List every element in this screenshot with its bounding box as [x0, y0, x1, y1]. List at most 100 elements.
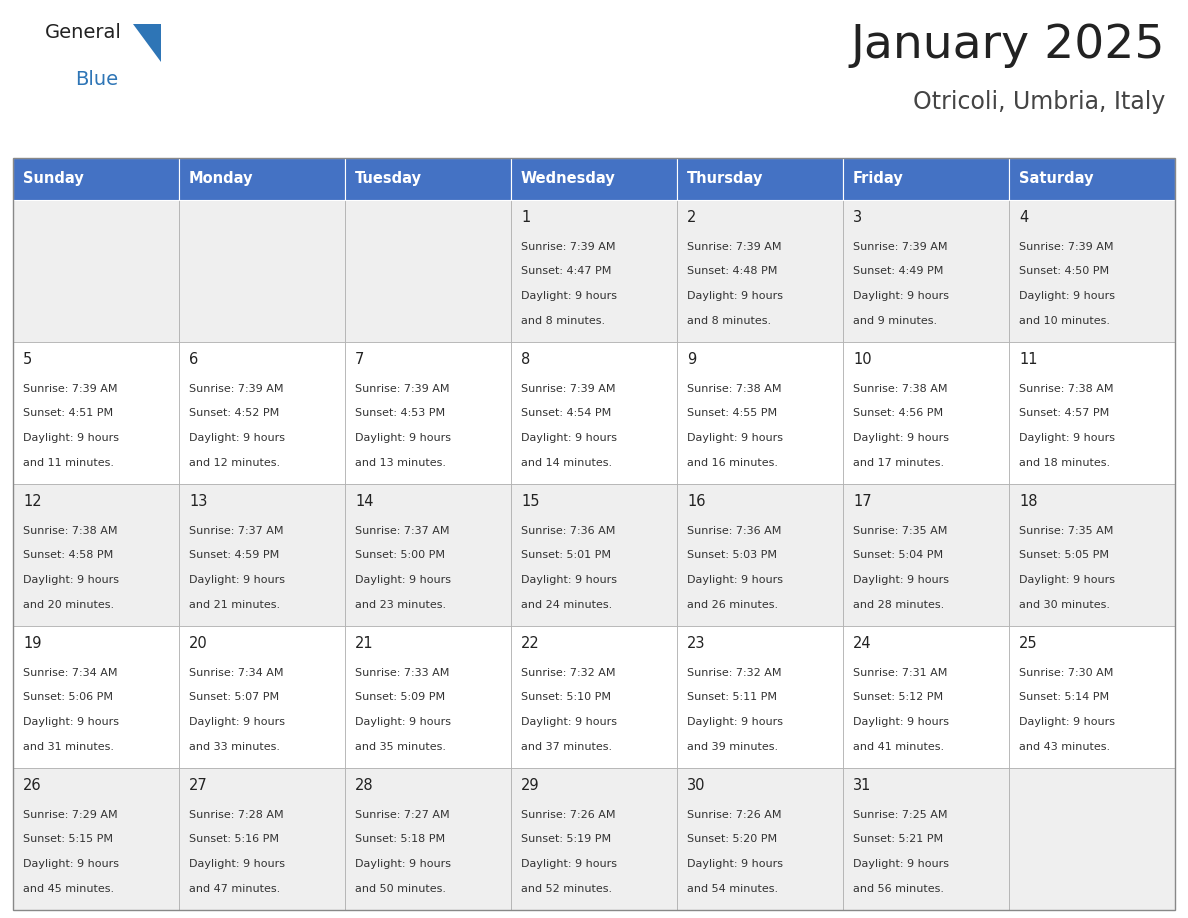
Bar: [1009, 484, 1175, 626]
Text: 24: 24: [853, 636, 872, 651]
Text: Sunset: 4:55 PM: Sunset: 4:55 PM: [687, 409, 777, 419]
Bar: [345, 626, 511, 768]
Text: 9: 9: [687, 352, 696, 367]
Text: Sunrise: 7:39 AM: Sunrise: 7:39 AM: [522, 242, 615, 252]
Text: Tuesday: Tuesday: [355, 172, 422, 186]
Text: Sunrise: 7:37 AM: Sunrise: 7:37 AM: [189, 526, 284, 536]
Text: 12: 12: [23, 494, 42, 509]
Text: 31: 31: [853, 778, 871, 793]
Text: Daylight: 9 hours: Daylight: 9 hours: [1019, 433, 1116, 443]
Text: Daylight: 9 hours: Daylight: 9 hours: [687, 575, 783, 585]
Bar: [511, 200, 677, 342]
Text: and 21 minutes.: and 21 minutes.: [189, 599, 280, 610]
Text: 11: 11: [1019, 352, 1037, 367]
Text: Sunset: 5:10 PM: Sunset: 5:10 PM: [522, 692, 611, 702]
Polygon shape: [133, 24, 162, 62]
Bar: [677, 342, 843, 484]
Bar: [345, 158, 511, 200]
Text: and 13 minutes.: and 13 minutes.: [355, 457, 446, 467]
Text: and 14 minutes.: and 14 minutes.: [522, 457, 612, 467]
Text: Sunrise: 7:39 AM: Sunrise: 7:39 AM: [522, 384, 615, 394]
Text: January 2025: January 2025: [851, 23, 1165, 68]
Text: Sunset: 5:20 PM: Sunset: 5:20 PM: [687, 834, 777, 845]
Text: Sunset: 5:07 PM: Sunset: 5:07 PM: [189, 692, 279, 702]
Text: Daylight: 9 hours: Daylight: 9 hours: [853, 433, 949, 443]
Text: Sunset: 4:48 PM: Sunset: 4:48 PM: [687, 266, 777, 276]
Text: Daylight: 9 hours: Daylight: 9 hours: [355, 717, 451, 727]
Text: Sunset: 4:49 PM: Sunset: 4:49 PM: [853, 266, 943, 276]
Text: Sunrise: 7:39 AM: Sunrise: 7:39 AM: [23, 384, 118, 394]
Text: 4: 4: [1019, 210, 1029, 225]
Text: General: General: [45, 23, 122, 42]
Text: Sunrise: 7:31 AM: Sunrise: 7:31 AM: [853, 668, 947, 678]
Bar: [345, 200, 511, 342]
Text: and 30 minutes.: and 30 minutes.: [1019, 599, 1110, 610]
Text: Daylight: 9 hours: Daylight: 9 hours: [189, 859, 285, 869]
Text: Sunset: 4:54 PM: Sunset: 4:54 PM: [522, 409, 612, 419]
Bar: [13, 158, 179, 200]
Text: Daylight: 9 hours: Daylight: 9 hours: [189, 717, 285, 727]
Text: and 17 minutes.: and 17 minutes.: [853, 457, 944, 467]
Text: Sunset: 5:04 PM: Sunset: 5:04 PM: [853, 551, 943, 561]
Bar: [179, 626, 345, 768]
Bar: [13, 626, 179, 768]
Text: 20: 20: [189, 636, 208, 651]
Text: Sunset: 5:06 PM: Sunset: 5:06 PM: [23, 692, 113, 702]
Bar: [1009, 342, 1175, 484]
Bar: [13, 200, 179, 342]
Text: and 37 minutes.: and 37 minutes.: [522, 742, 612, 752]
Text: Sunset: 5:00 PM: Sunset: 5:00 PM: [355, 551, 446, 561]
Text: and 9 minutes.: and 9 minutes.: [853, 316, 937, 326]
Text: Daylight: 9 hours: Daylight: 9 hours: [1019, 717, 1116, 727]
Text: Sunrise: 7:33 AM: Sunrise: 7:33 AM: [355, 668, 449, 678]
Text: Sunset: 4:57 PM: Sunset: 4:57 PM: [1019, 409, 1110, 419]
Text: Blue: Blue: [75, 70, 118, 89]
Text: Sunset: 4:56 PM: Sunset: 4:56 PM: [853, 409, 943, 419]
Text: Sunrise: 7:39 AM: Sunrise: 7:39 AM: [687, 242, 782, 252]
Text: 22: 22: [522, 636, 539, 651]
Text: Daylight: 9 hours: Daylight: 9 hours: [522, 291, 617, 301]
Text: 13: 13: [189, 494, 208, 509]
Text: 25: 25: [1019, 636, 1037, 651]
Text: 10: 10: [853, 352, 872, 367]
Text: Sunrise: 7:36 AM: Sunrise: 7:36 AM: [522, 526, 615, 536]
Text: Sunrise: 7:39 AM: Sunrise: 7:39 AM: [853, 242, 948, 252]
Text: Sunrise: 7:38 AM: Sunrise: 7:38 AM: [853, 384, 948, 394]
Bar: [179, 158, 345, 200]
Text: 23: 23: [687, 636, 706, 651]
Bar: [843, 484, 1009, 626]
Text: and 26 minutes.: and 26 minutes.: [687, 599, 778, 610]
Text: Sunrise: 7:25 AM: Sunrise: 7:25 AM: [853, 810, 948, 820]
Text: and 31 minutes.: and 31 minutes.: [23, 742, 114, 752]
Text: Sunrise: 7:37 AM: Sunrise: 7:37 AM: [355, 526, 449, 536]
Bar: [843, 342, 1009, 484]
Text: and 16 minutes.: and 16 minutes.: [687, 457, 778, 467]
Text: Sunday: Sunday: [23, 172, 83, 186]
Text: Daylight: 9 hours: Daylight: 9 hours: [687, 859, 783, 869]
Text: Sunset: 5:12 PM: Sunset: 5:12 PM: [853, 692, 943, 702]
Text: Sunset: 5:14 PM: Sunset: 5:14 PM: [1019, 692, 1110, 702]
Text: and 41 minutes.: and 41 minutes.: [853, 742, 944, 752]
Text: Sunrise: 7:32 AM: Sunrise: 7:32 AM: [687, 668, 782, 678]
Text: Daylight: 9 hours: Daylight: 9 hours: [189, 575, 285, 585]
Text: Saturday: Saturday: [1019, 172, 1093, 186]
Text: 2: 2: [687, 210, 696, 225]
Text: Sunrise: 7:32 AM: Sunrise: 7:32 AM: [522, 668, 615, 678]
Text: 14: 14: [355, 494, 373, 509]
Text: Sunrise: 7:30 AM: Sunrise: 7:30 AM: [1019, 668, 1113, 678]
Text: Sunset: 5:19 PM: Sunset: 5:19 PM: [522, 834, 611, 845]
Text: and 45 minutes.: and 45 minutes.: [23, 883, 114, 893]
Bar: [345, 342, 511, 484]
Text: Daylight: 9 hours: Daylight: 9 hours: [522, 717, 617, 727]
Text: and 43 minutes.: and 43 minutes.: [1019, 742, 1110, 752]
Text: and 35 minutes.: and 35 minutes.: [355, 742, 446, 752]
Text: 27: 27: [189, 778, 208, 793]
Text: and 33 minutes.: and 33 minutes.: [189, 742, 280, 752]
Text: 15: 15: [522, 494, 539, 509]
Text: Sunset: 4:51 PM: Sunset: 4:51 PM: [23, 409, 113, 419]
Text: Daylight: 9 hours: Daylight: 9 hours: [522, 575, 617, 585]
Bar: [13, 158, 1175, 910]
Text: Daylight: 9 hours: Daylight: 9 hours: [23, 717, 119, 727]
Text: Daylight: 9 hours: Daylight: 9 hours: [355, 433, 451, 443]
Bar: [843, 200, 1009, 342]
